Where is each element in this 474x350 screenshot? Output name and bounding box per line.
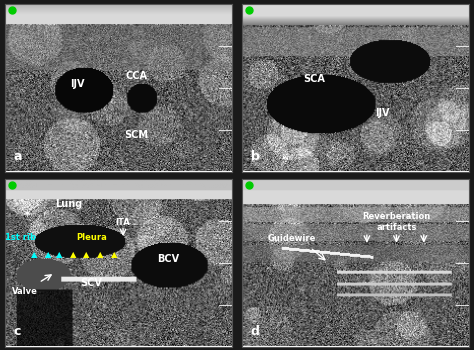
Text: ▲: ▲ xyxy=(97,250,103,259)
Text: d: d xyxy=(251,325,260,338)
Text: SCM: SCM xyxy=(125,130,149,140)
Text: ▲: ▲ xyxy=(83,250,90,259)
Text: Valve: Valve xyxy=(12,287,38,295)
Text: IJV: IJV xyxy=(375,108,390,118)
Text: ▲: ▲ xyxy=(31,250,37,259)
Text: IJV: IJV xyxy=(70,79,85,89)
Text: BCV: BCV xyxy=(157,254,180,264)
Text: Reverberation
artifacts: Reverberation artifacts xyxy=(362,212,430,232)
Text: a: a xyxy=(14,150,22,163)
Text: SCA: SCA xyxy=(304,74,326,84)
Text: *: * xyxy=(24,209,31,222)
Text: ▲: ▲ xyxy=(111,250,117,259)
Text: SCV: SCV xyxy=(80,278,102,288)
Text: ▲: ▲ xyxy=(70,250,76,259)
Text: CCA: CCA xyxy=(126,71,148,81)
Text: ITA: ITA xyxy=(116,218,130,227)
Text: Lung: Lung xyxy=(55,199,82,209)
Text: Guidewire: Guidewire xyxy=(268,234,316,244)
Text: b: b xyxy=(251,150,260,163)
Text: c: c xyxy=(14,325,21,338)
Text: 1st rib: 1st rib xyxy=(5,233,36,242)
Text: ▲: ▲ xyxy=(45,250,51,259)
Text: ▲: ▲ xyxy=(56,250,63,259)
Text: Pleura: Pleura xyxy=(76,233,107,242)
